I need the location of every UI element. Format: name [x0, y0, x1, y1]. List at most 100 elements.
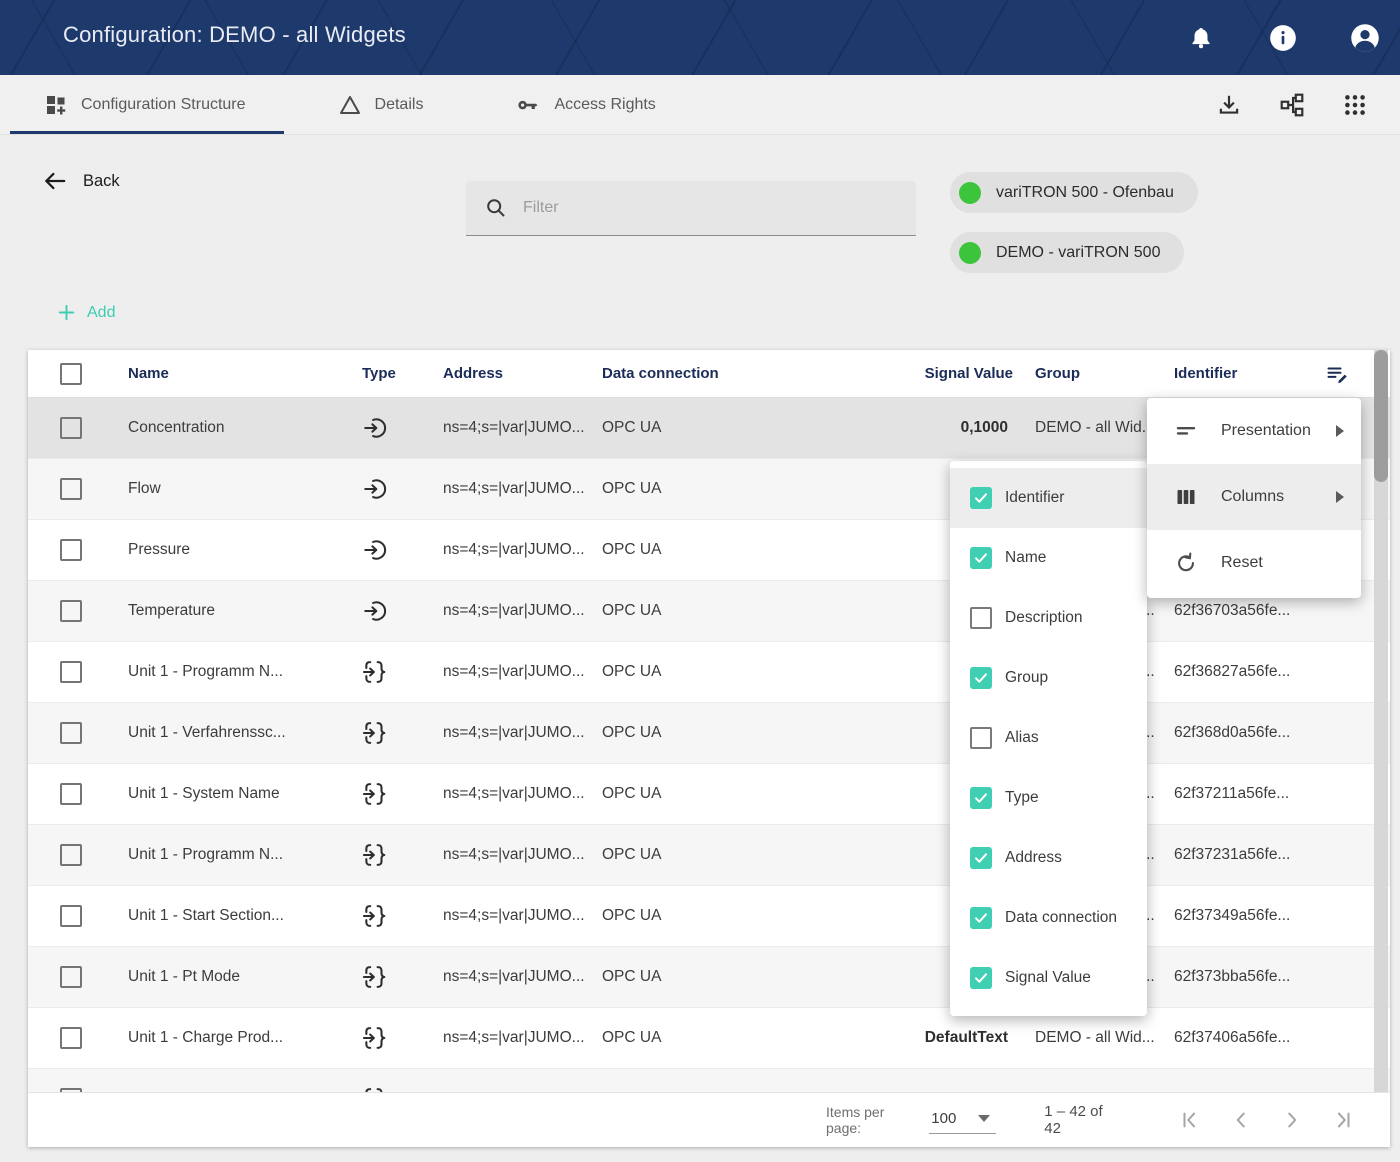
checkbox-unchecked-icon[interactable] — [970, 727, 992, 749]
items-per-page-label: Items per page: — [826, 1104, 915, 1136]
row-checkbox[interactable] — [60, 844, 82, 866]
info-icon[interactable] — [1268, 23, 1298, 53]
menu-item-label: Columns — [1221, 488, 1284, 506]
checkbox-checked-icon[interactable] — [970, 667, 992, 689]
row-name: Unit 1 - Verfahrenssc... — [128, 703, 343, 763]
table-row[interactable]: Unit 1 - Programm N... ns=4;s=|var|JUMO.… — [28, 642, 1390, 703]
column-header-type[interactable]: Type — [362, 350, 396, 397]
row-signal-value: DefaultText — [858, 1008, 1008, 1068]
select-all-checkbox[interactable] — [60, 363, 82, 385]
tab-label: Details — [375, 96, 424, 114]
table-row[interactable]: Unit 1 - System Name ns=4;s=|var|JUMO...… — [28, 764, 1390, 825]
checkbox-checked-icon[interactable] — [970, 967, 992, 989]
column-toggle-item[interactable]: Data connection — [950, 888, 1147, 948]
edit-columns-icon[interactable] — [1325, 350, 1349, 397]
plus-icon — [57, 303, 76, 322]
column-toggle-item[interactable]: Group — [950, 648, 1147, 708]
row-data-connection: OPC UA — [602, 886, 661, 946]
filter-input[interactable]: Filter — [466, 181, 916, 236]
column-header-name[interactable]: Name — [128, 350, 343, 397]
column-toggle-item[interactable]: Signal Value — [950, 948, 1147, 1008]
items-per-page-select[interactable]: 100 — [929, 1106, 996, 1134]
table-vertical-scrollbar[interactable] — [1374, 350, 1388, 1092]
row-checkbox[interactable] — [60, 417, 82, 439]
row-checkbox[interactable] — [60, 722, 82, 744]
checkbox-checked-icon[interactable] — [970, 487, 992, 509]
column-toggle-item[interactable]: Identifier — [950, 468, 1147, 528]
last-page-icon[interactable] — [1332, 1109, 1354, 1131]
tab-configuration-structure[interactable]: Configuration Structure — [44, 93, 246, 117]
checkbox-checked-icon[interactable] — [970, 847, 992, 869]
chip-label: DEMO - variTRON 500 — [996, 244, 1160, 262]
column-header-address[interactable]: Address — [443, 350, 599, 397]
table-row[interactable] — [28, 1069, 1390, 1093]
row-checkbox[interactable] — [60, 966, 82, 988]
row-data-connection: OPC UA — [602, 1008, 661, 1068]
row-identifier: 62f368d0a56fe... — [1174, 703, 1290, 763]
table-row[interactable]: Unit 1 - Start Section... ns=4;s=|var|JU… — [28, 886, 1390, 947]
column-toggle-item[interactable]: Alias — [950, 708, 1147, 768]
checkbox-checked-icon[interactable] — [970, 907, 992, 929]
device-status-chip[interactable]: variTRON 500 - Ofenbau — [950, 172, 1198, 213]
checkbox-checked-icon[interactable] — [970, 547, 992, 569]
row-address: ns=4;s=|var|JUMO... — [443, 398, 599, 458]
menu-item-presentation[interactable]: Presentation — [1147, 398, 1361, 464]
row-checkbox[interactable] — [60, 1027, 82, 1049]
menu-item-reset[interactable]: Reset — [1147, 530, 1361, 596]
row-data-connection: OPC UA — [602, 642, 661, 702]
table-row[interactable]: Unit 1 - Programm N... ns=4;s=|var|JUMO.… — [28, 825, 1390, 886]
checkbox-checked-icon[interactable] — [970, 787, 992, 809]
tab-label: Configuration Structure — [81, 96, 246, 114]
tab-details[interactable]: Details — [338, 93, 424, 117]
apps-grid-icon[interactable] — [1342, 92, 1368, 118]
column-toggle-item[interactable]: Name — [950, 528, 1147, 588]
configuration-status-chip[interactable]: DEMO - variTRON 500 — [950, 232, 1184, 273]
hierarchy-tree-icon[interactable] — [1279, 92, 1305, 118]
account-icon[interactable] — [1350, 23, 1380, 53]
tab-access-rights[interactable]: Access Rights — [515, 92, 655, 118]
row-checkbox[interactable] — [60, 600, 82, 622]
table-row[interactable]: Unit 1 - Pt Mode ns=4;s=|var|JUMO... OPC… — [28, 947, 1390, 1008]
row-address: ns=4;s=|var|JUMO... — [443, 459, 599, 519]
first-page-icon[interactable] — [1179, 1109, 1201, 1131]
row-identifier: 62f37231a56fe... — [1174, 825, 1290, 885]
column-header-data-connection[interactable]: Data connection — [602, 350, 719, 397]
column-header-signal-value[interactable]: Signal Value — [863, 350, 1013, 397]
online-status-dot — [959, 182, 981, 204]
row-identifier: 62f36827a56fe... — [1174, 642, 1290, 702]
column-toggle-label: Type — [1005, 789, 1039, 807]
table-row[interactable]: Unit 1 - Verfahrenssc... ns=4;s=|var|JUM… — [28, 703, 1390, 764]
table-row[interactable]: Unit 1 - Charge Prod... ns=4;s=|var|JUMO… — [28, 1008, 1390, 1069]
back-button[interactable]: Back — [42, 168, 120, 194]
row-data-connection: OPC UA — [602, 703, 661, 763]
checkbox-unchecked-icon[interactable] — [970, 607, 992, 629]
active-tab-indicator — [10, 131, 284, 134]
column-toggle-item[interactable]: Type — [950, 768, 1147, 828]
previous-page-icon[interactable] — [1230, 1109, 1252, 1131]
column-header-identifier[interactable]: Identifier — [1174, 350, 1237, 397]
next-page-icon[interactable] — [1281, 1109, 1303, 1131]
row-checkbox[interactable] — [60, 539, 82, 561]
row-address: ns=4;s=|var|JUMO... — [443, 1008, 599, 1068]
row-data-connection: OPC UA — [602, 520, 661, 580]
row-address: ns=4;s=|var|JUMO... — [443, 581, 599, 641]
row-checkbox[interactable] — [60, 478, 82, 500]
column-toggle-item[interactable]: Address — [950, 828, 1147, 888]
column-header-group[interactable]: Group — [1035, 350, 1080, 397]
signal-type-icon — [362, 947, 388, 1007]
row-address: ns=4;s=|var|JUMO... — [443, 764, 599, 824]
notifications-bell-icon[interactable] — [1186, 23, 1216, 53]
dashboard-customize-icon — [44, 93, 68, 117]
column-toggle-item[interactable]: Description — [950, 588, 1147, 648]
row-checkbox[interactable] — [60, 661, 82, 683]
menu-item-columns[interactable]: Columns — [1147, 464, 1361, 530]
row-checkbox[interactable] — [60, 905, 82, 927]
scrollbar-thumb[interactable] — [1374, 350, 1388, 482]
arrow-left-icon — [42, 168, 68, 194]
download-icon[interactable] — [1216, 92, 1242, 118]
menu-item-label: Presentation — [1221, 422, 1311, 440]
signal-type-icon — [362, 642, 388, 702]
key-icon — [515, 92, 541, 118]
add-button[interactable]: Add — [57, 303, 115, 322]
row-checkbox[interactable] — [60, 783, 82, 805]
